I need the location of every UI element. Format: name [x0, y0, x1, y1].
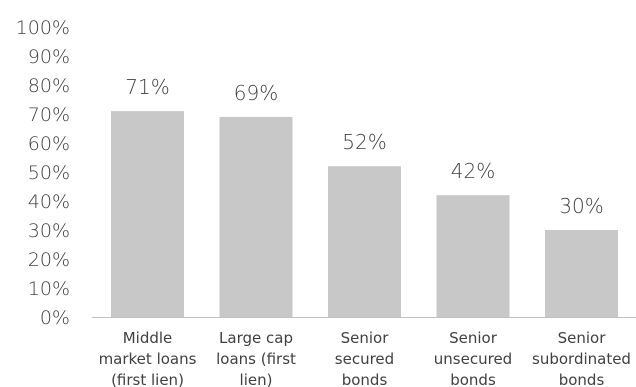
- y-tick-label: 100%: [16, 17, 70, 39]
- y-tick-label: 40%: [28, 191, 70, 213]
- category-label: lien): [240, 371, 273, 387]
- category-label: bonds: [342, 371, 388, 387]
- category-label: secured: [335, 350, 394, 368]
- value-labels-group: 71% 69% 52% 42% 30%: [125, 75, 603, 218]
- data-label: 52%: [342, 130, 386, 154]
- data-label: 42%: [451, 159, 495, 183]
- category-labels-group: Middle market loans (first lien) Large cap l…: [99, 329, 631, 387]
- category-label: Senior: [341, 329, 390, 347]
- category-label: (first lien): [111, 371, 184, 387]
- category-label: Middle: [123, 329, 173, 347]
- y-tick-label: 30%: [28, 220, 70, 242]
- category-label: bonds: [559, 371, 605, 387]
- data-label: 71%: [125, 75, 169, 99]
- bar: [545, 230, 618, 317]
- category-label: Senior: [558, 329, 607, 347]
- category-label: market loans: [99, 350, 197, 368]
- y-tick-label: 0%: [40, 307, 70, 329]
- bar: [219, 116, 293, 318]
- bar: [436, 195, 510, 317]
- bar: [111, 111, 184, 317]
- data-label: 69%: [234, 81, 278, 105]
- y-tick-label: 10%: [28, 278, 70, 300]
- category-label: subordinated: [532, 350, 631, 368]
- category-label: loans (first: [216, 350, 296, 368]
- category-label: Large cap: [219, 329, 293, 347]
- y-tick-label: 60%: [28, 133, 70, 155]
- y-tick-label: 70%: [28, 104, 70, 126]
- category-label: unsecured: [434, 350, 512, 368]
- y-tick-label: 50%: [28, 162, 70, 184]
- bars-group: [111, 111, 618, 318]
- y-tick-label: 20%: [28, 249, 70, 271]
- y-tick-label: 80%: [28, 75, 70, 97]
- y-axis-ticks: 0% 10% 20% 30% 40% 50% 60% 70% 80% 90% 100%: [16, 17, 70, 329]
- category-label: bonds: [450, 371, 496, 387]
- data-label: 30%: [559, 194, 603, 218]
- y-tick-label: 90%: [28, 46, 70, 68]
- bar: [328, 166, 401, 317]
- category-label: Senior: [449, 329, 498, 347]
